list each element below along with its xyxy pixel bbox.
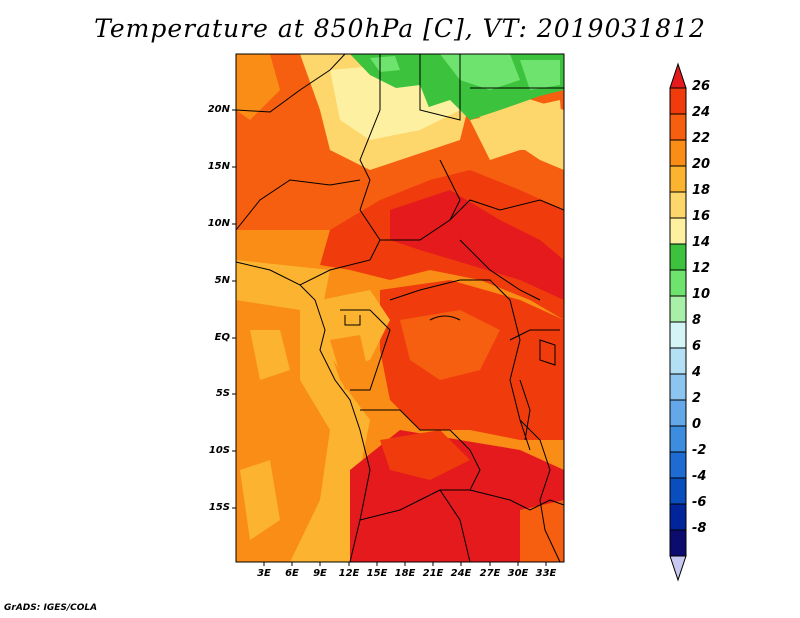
colorbar-segment [669,113,687,141]
colorbar-segment [669,243,687,271]
lon-ticks [263,562,547,566]
colorbar-bottom-arrow [669,555,687,582]
lat-label: 5S [215,388,230,399]
colorbar-segment [669,347,687,375]
colorbar-label: -6 [692,495,707,510]
lon-label: 6E [285,568,299,579]
lat-label: 10N [207,218,230,229]
lat-label: EQ [214,332,230,343]
colorbar-segment [669,503,687,531]
colorbar-label: 20 [692,157,711,172]
colorbar-top-arrow [669,62,687,89]
lon-label: 9E [313,568,327,579]
lon-label: 33E [535,568,557,579]
lat-label: 5N [214,275,230,286]
colorbar-segment [669,87,687,115]
lat-label: 20N [207,104,230,115]
colorbar-segment [669,191,687,219]
colorbar [669,62,687,582]
colorbar-label: 24 [692,105,711,120]
colorbar-label: -8 [692,521,707,536]
temperature-field [236,54,564,562]
colorbar-label: 14 [692,235,711,250]
colorbar-label: 10 [692,287,711,302]
colorbar-label: -4 [692,469,707,484]
colorbar-segment [669,373,687,401]
colorbar-segment [669,165,687,193]
lon-label: 12E [338,568,360,579]
chart-title: Temperature at 850hPa [C], VT: 201903181… [94,14,706,43]
lon-label: 21E [422,568,444,579]
colorbar-segment [669,321,687,349]
colorbar-label: -2 [692,443,707,458]
colorbar-segment [669,425,687,453]
colorbar-label: 12 [692,261,711,276]
country-borders [235,53,565,563]
colorbar-segment [669,295,687,323]
colorbar-segment [669,529,687,557]
lat-label: 15N [207,161,230,172]
colorbar-label: 2 [692,391,702,406]
colorbar-segment [669,139,687,167]
colorbar-label: 6 [692,339,702,354]
colorbar-segment [669,399,687,427]
colorbar-segment [669,477,687,505]
lon-label: 3E [257,568,271,579]
colorbar-label: 16 [692,209,711,224]
lon-label: 27E [479,568,501,579]
credit-text: GrADS: IGES/COLA [4,603,98,613]
lon-label: 18E [394,568,416,579]
lon-label: 24E [450,568,472,579]
colorbar-label: 8 [692,313,702,328]
lat-ticks [232,109,236,509]
plot-frame [235,53,565,563]
colorbar-label: 4 [692,365,702,380]
lat-label: 15S [208,502,230,513]
colorbar-label: 18 [692,183,711,198]
lat-label: 10S [208,445,230,456]
lon-label: 15E [366,568,388,579]
lon-label: 30E [507,568,529,579]
colorbar-segment [669,217,687,245]
colorbar-label: 22 [692,131,711,146]
colorbar-label: 0 [692,417,702,432]
colorbar-segment [669,451,687,479]
colorbar-segment [669,269,687,297]
colorbar-label: 26 [692,79,711,94]
